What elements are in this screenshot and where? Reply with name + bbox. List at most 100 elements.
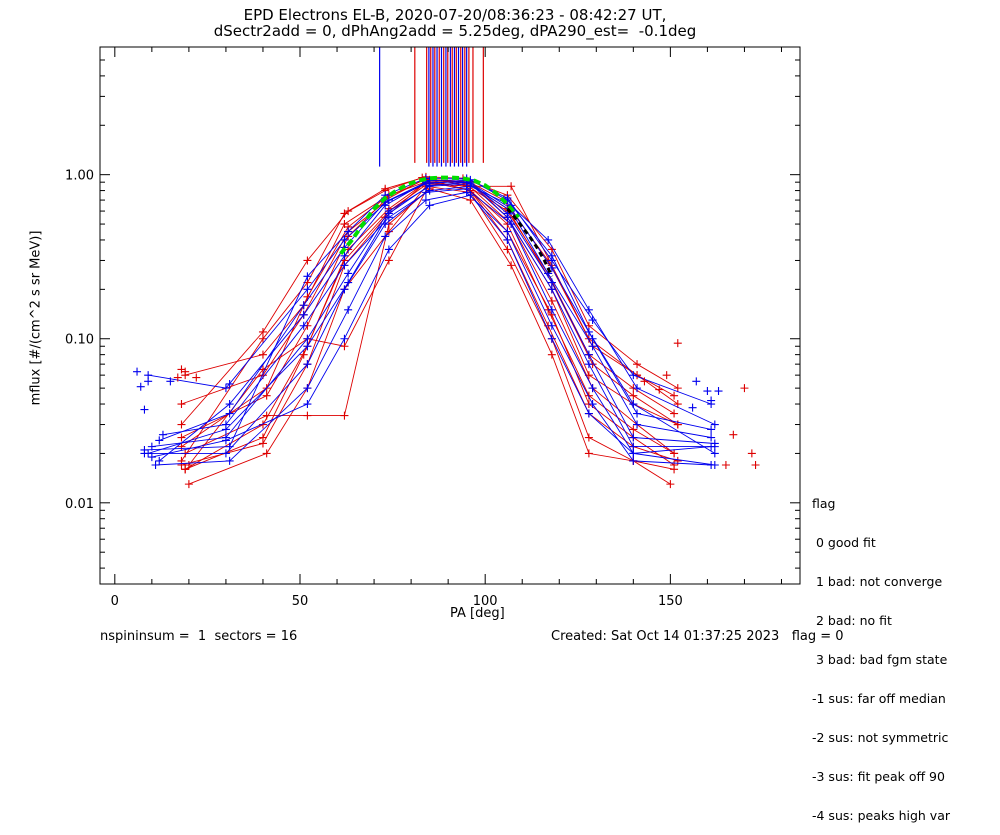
flag-legend: flag 0 good fit 1 bad: not converge 2 ba…	[812, 471, 950, 835]
legend-item: 3 bad: bad fgm state	[812, 652, 948, 667]
red-outlier-point	[747, 449, 756, 458]
blue-trace-point	[707, 433, 716, 442]
red-trace-point	[547, 350, 556, 359]
blue-trace-line	[144, 177, 712, 451]
blue-trace-point	[340, 261, 349, 270]
blue-trace-point	[588, 334, 597, 343]
blue-trace-point	[151, 461, 160, 469]
blue-trace-point	[547, 278, 556, 287]
y-tick-label: 1.00	[65, 169, 94, 184]
red-trace-point	[629, 425, 638, 434]
red-trace-point	[584, 433, 593, 442]
blue-trace-point	[225, 442, 234, 451]
blue-trace-point	[588, 400, 597, 409]
red-trace-point	[303, 411, 312, 420]
blue-trace-point	[144, 449, 153, 458]
blue-trace-point	[155, 436, 164, 445]
blue-trace-point	[633, 420, 642, 429]
red-outlier-point	[673, 339, 682, 348]
plot-area: 0 50 100 150 0.01 0.10 1.00	[65, 46, 801, 609]
red-trace-line	[181, 180, 679, 405]
red-trace-point	[262, 391, 271, 400]
blue-trace-line	[151, 194, 715, 466]
blue-outlier-point	[166, 377, 175, 386]
blue-outlier-point	[688, 403, 697, 412]
blue-trace-line	[151, 183, 715, 448]
red-trace-point	[258, 334, 267, 343]
green-fit-curve	[339, 175, 521, 255]
blue-trace-point	[303, 384, 312, 393]
blue-trace-point	[303, 400, 312, 409]
black-fit-curve	[506, 207, 554, 278]
red-trace-point	[584, 391, 593, 400]
blue-trace-line	[162, 185, 715, 436]
blue-trace-point	[503, 235, 512, 244]
blue-outlier-point	[133, 367, 142, 376]
blue-outlier-point	[225, 379, 234, 388]
blue-outlier-point	[714, 387, 723, 396]
blue-trace-point	[584, 350, 593, 359]
red-trace-point	[299, 350, 308, 359]
blue-trace-point	[584, 305, 593, 314]
x-tick-label: 100	[473, 594, 498, 609]
red-trace-line	[181, 176, 679, 425]
y-tick-label: 0.01	[65, 497, 94, 512]
y-axis-label: mflux [#/(cm^2 s sr MeV)]	[28, 230, 44, 406]
red-trace-point	[666, 480, 675, 489]
legend-item: -3 sus: fit peak off 90	[812, 769, 945, 784]
red-outlier-point	[181, 367, 190, 376]
blue-trace-point	[547, 321, 556, 330]
blue-trace-point	[344, 227, 353, 236]
red-outlier-point	[655, 385, 664, 394]
blue-trace-point	[299, 321, 308, 330]
blue-trace-point	[421, 179, 430, 188]
red-trace-line	[181, 177, 675, 462]
blue-trace-point	[344, 278, 353, 287]
blue-trace-point	[425, 181, 434, 190]
red-trace-point	[673, 384, 682, 393]
blue-trace-line	[159, 180, 712, 441]
red-trace-point	[340, 411, 349, 420]
red-trace-point	[177, 442, 186, 451]
red-trace-point	[303, 256, 312, 265]
blue-trace-point	[466, 178, 475, 187]
legend-item: -1 sus: far off median	[812, 691, 946, 706]
blue-trace-point	[421, 188, 430, 197]
y-tick-label: 0.10	[65, 333, 94, 348]
red-trace-point	[670, 449, 679, 458]
blue-trace-point	[710, 420, 719, 429]
blue-trace-point	[299, 301, 308, 310]
blue-trace-point	[303, 342, 312, 351]
blue-trace-line	[147, 181, 715, 454]
blue-trace-point	[547, 256, 556, 265]
red-trace-point	[344, 207, 353, 216]
blue-trace-point	[710, 449, 719, 458]
legend-item: 2 bad: no fit	[812, 613, 892, 628]
blue-trace-line	[144, 188, 712, 454]
blue-outlier-point	[703, 387, 712, 396]
blue-trace-point	[221, 384, 230, 393]
blue-trace-point	[584, 360, 593, 369]
blue-trace-point	[547, 305, 556, 314]
footer-left-info: nspininsum = 1 sectors = 16	[100, 629, 298, 644]
blue-trace-point	[299, 310, 308, 319]
red-trace-point	[670, 409, 679, 418]
red-trace-point	[258, 327, 267, 336]
blue-trace-point	[588, 342, 597, 351]
blue-trace-point	[629, 442, 638, 451]
red-trace-point	[384, 227, 393, 236]
blue-trace-point	[633, 384, 642, 393]
red-trace-point	[670, 391, 679, 400]
red-outlier-point	[729, 430, 738, 439]
blue-trace-point	[544, 235, 553, 244]
blue-trace-point	[344, 269, 353, 278]
x-tick-label: 50	[292, 594, 309, 609]
blue-trace-point	[588, 316, 597, 325]
red-trace-point	[177, 433, 186, 442]
red-trace-line	[185, 188, 675, 470]
red-trace-point	[670, 465, 679, 474]
chart-title-line-2: dSectr2add = 0, dPhAng2add = 5.25deg, dP…	[213, 22, 697, 40]
blue-outlier-point	[707, 396, 716, 405]
blue-outlier-point	[144, 377, 153, 386]
blue-trace-point	[710, 439, 719, 448]
